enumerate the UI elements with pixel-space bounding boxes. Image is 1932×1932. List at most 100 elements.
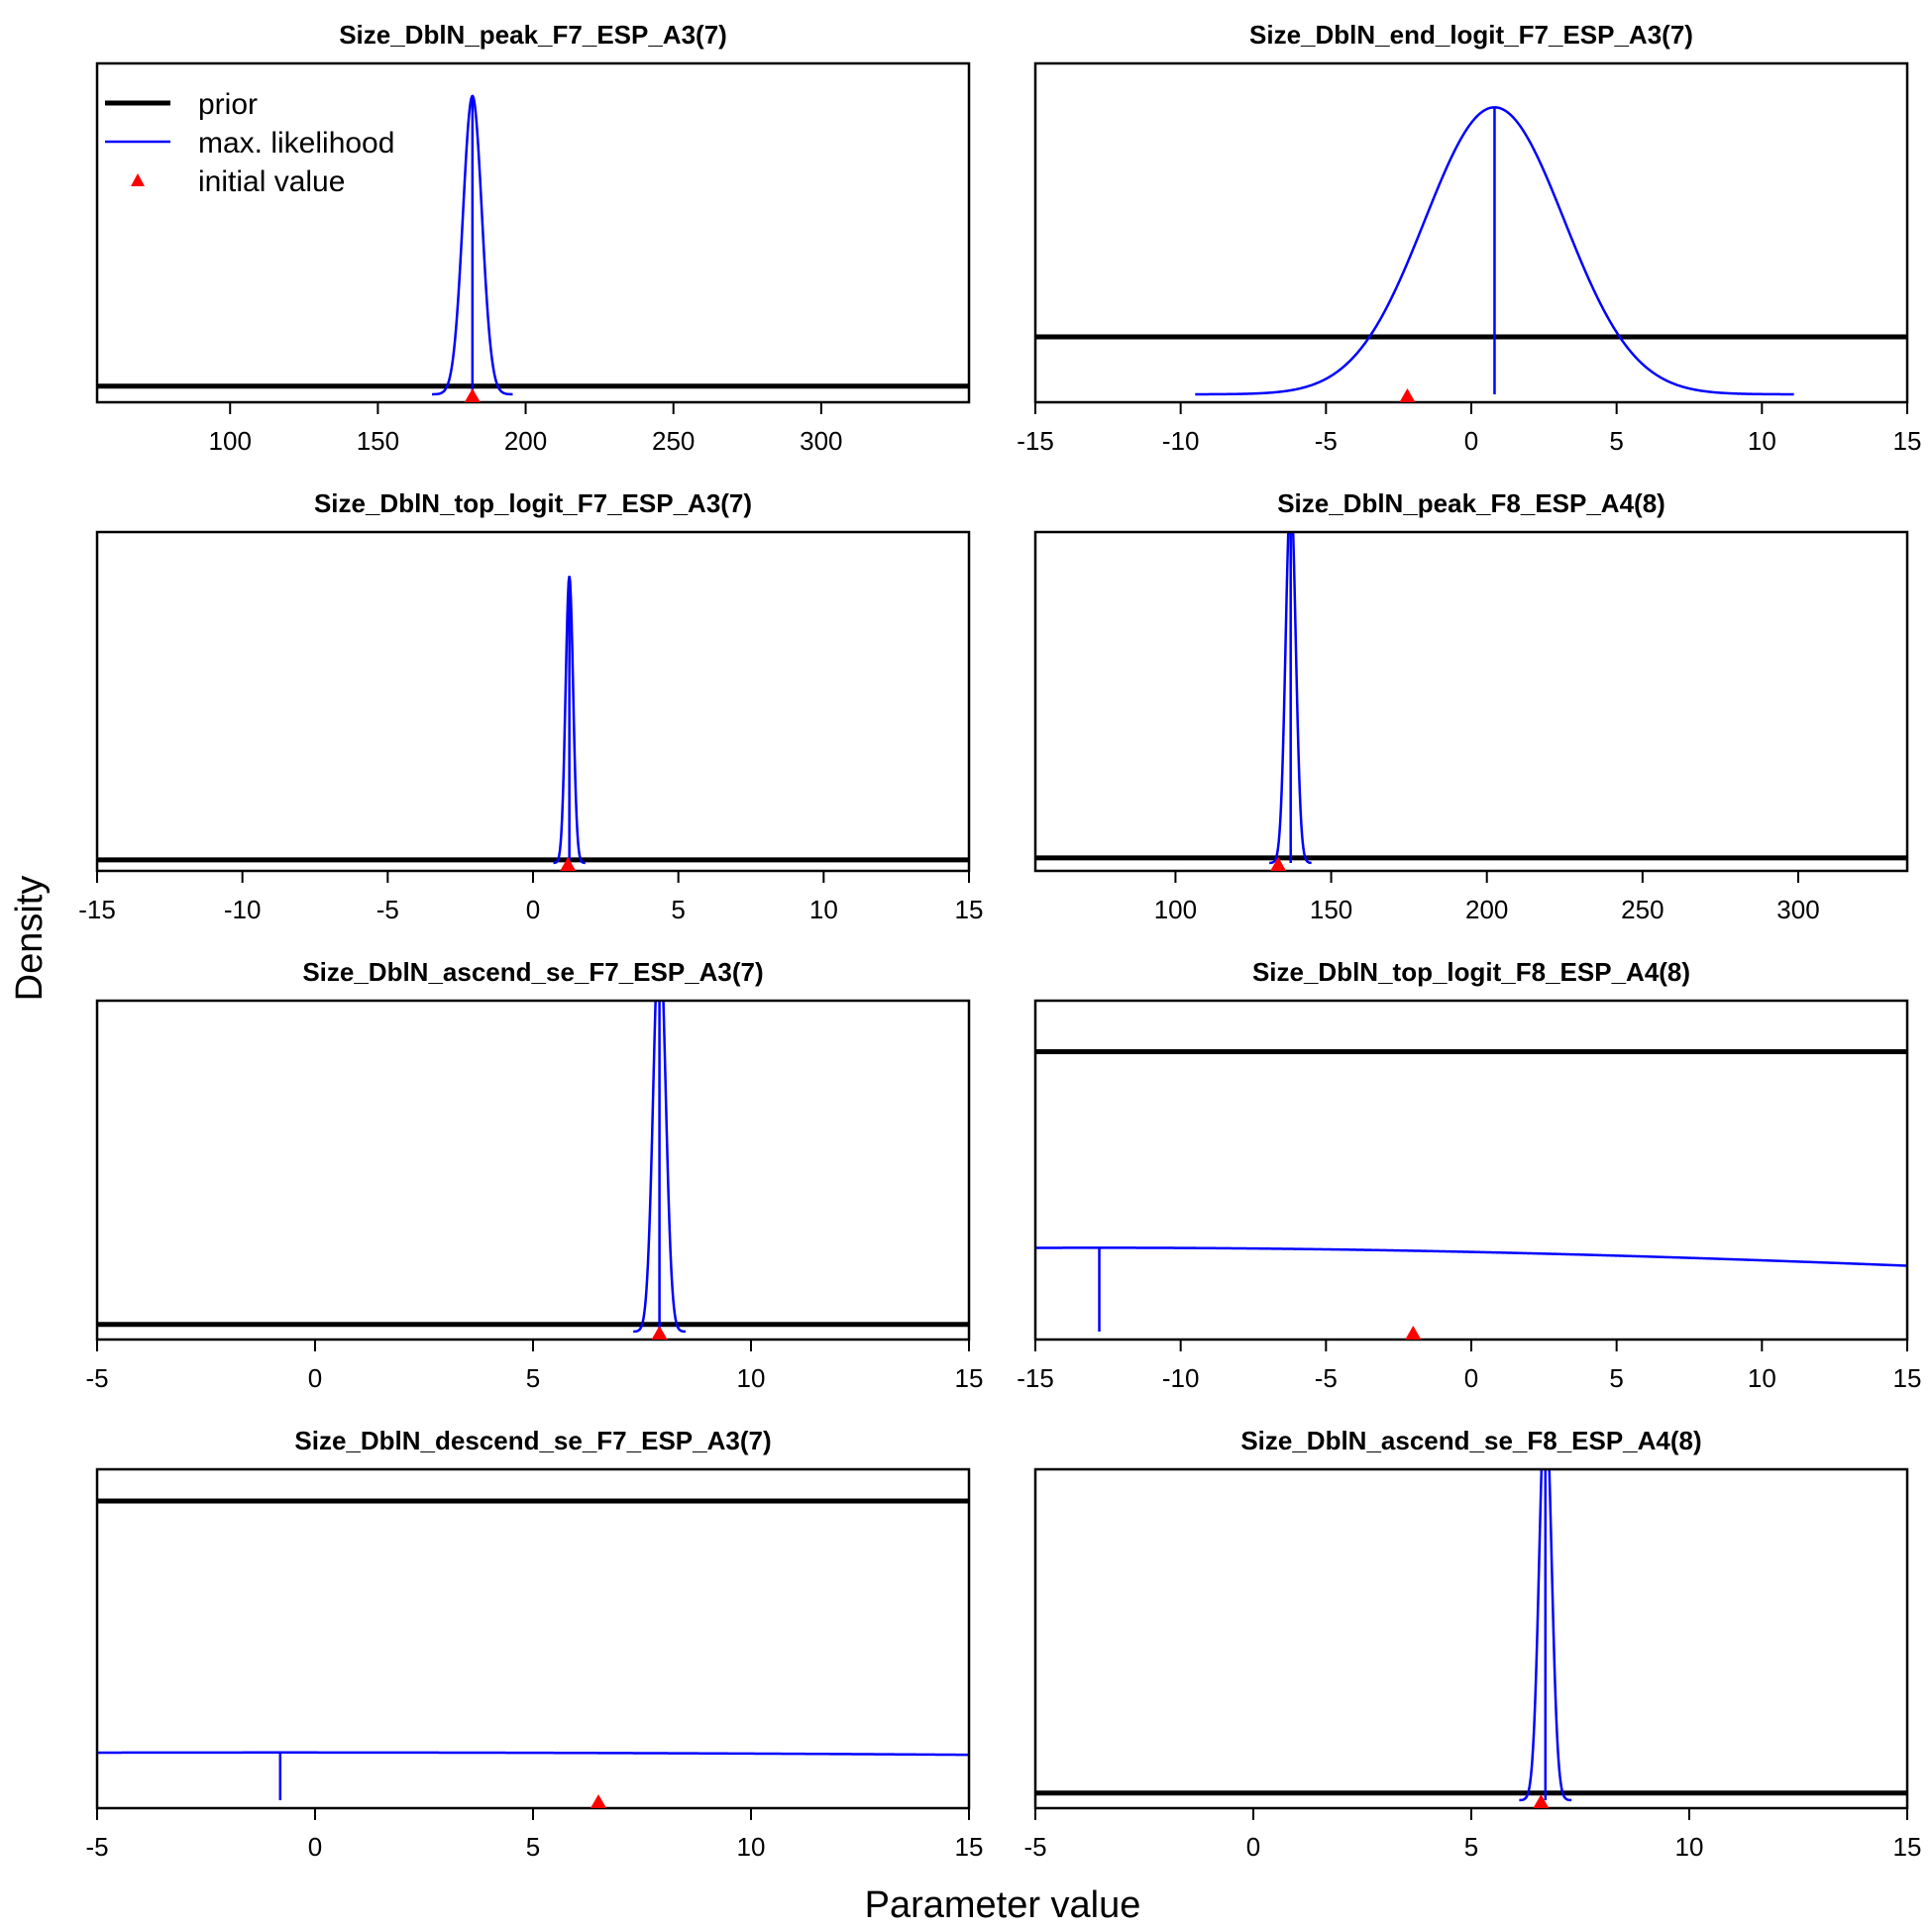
plot-frame xyxy=(95,1467,971,1810)
x-tick-label: 0 xyxy=(1246,1832,1260,1862)
x-tick-label: -15 xyxy=(78,895,116,924)
x-tick-label: -15 xyxy=(1017,426,1054,456)
panel-2: Size_DblN_end_logit_F7_ESP_A3(7) -15 -10 -5… xyxy=(1017,20,1921,456)
mle-curve xyxy=(1519,1469,1572,1802)
x-tick-label: 15 xyxy=(1893,426,1922,456)
x-tick-label: 10 xyxy=(1675,1832,1704,1862)
plot-frame xyxy=(95,61,971,404)
initial-value-marker xyxy=(1399,388,1416,402)
x-tick-label: -5 xyxy=(85,1363,108,1393)
panel-3: Size_DblN_top_logit_F7_ESP_A3(7) -15 -10 -5… xyxy=(78,488,983,924)
x-tick-label: 15 xyxy=(1893,1363,1922,1393)
panel-6: Size_DblN_top_logit_F8_ESP_A4(8) -15 -10 -5… xyxy=(1017,957,1921,1393)
initial-value-marker xyxy=(1405,1326,1422,1340)
x-tick-label: 5 xyxy=(526,1363,540,1393)
x-tick-label: 10 xyxy=(1748,426,1776,456)
plot-frame xyxy=(95,999,971,1342)
plot-area xyxy=(97,1001,969,1334)
x-tick-label: 200 xyxy=(504,426,547,456)
x-tick-label: 250 xyxy=(652,426,695,456)
x-tick-label: 10 xyxy=(737,1363,766,1393)
initial-value-marker xyxy=(560,857,577,871)
x-tick-label: -10 xyxy=(224,895,262,924)
plot-frame xyxy=(1033,1467,1909,1810)
x-tick-label: 5 xyxy=(1609,426,1623,456)
mle-curve xyxy=(1269,532,1312,865)
x-tick-label: 0 xyxy=(308,1832,322,1862)
panel-title: Size_DblN_top_logit_F7_ESP_A3(7) xyxy=(314,488,752,518)
x-tick-label: 15 xyxy=(955,895,984,924)
plot-area xyxy=(1035,1469,1907,1802)
x-tick-label: 0 xyxy=(526,895,540,924)
plot-area xyxy=(1035,1049,1907,1332)
x-tick-label: 100 xyxy=(209,426,252,456)
x-tick-label: -5 xyxy=(1023,1832,1046,1862)
x-tick-label: 150 xyxy=(357,426,399,456)
x-tick-label: -10 xyxy=(1162,426,1200,456)
x-tick-label: 15 xyxy=(955,1363,984,1393)
plot-area xyxy=(97,576,969,865)
initial-value-marker xyxy=(590,1794,606,1808)
panel-title: Size_DblN_ascend_se_F8_ESP_A4(8) xyxy=(1240,1426,1701,1455)
panel-4: Size_DblN_peak_F8_ESP_A4(8) 100 150 200 250 3… xyxy=(1033,488,1909,924)
x-tick-label: -10 xyxy=(1162,1363,1200,1393)
x-tick-label: 200 xyxy=(1465,895,1508,924)
plot-frame xyxy=(95,530,971,873)
plot-frame xyxy=(1033,530,1909,873)
legend: prior max. likelihood initial value xyxy=(105,88,394,198)
x-tick-label: 5 xyxy=(671,895,685,924)
initial-value-marker xyxy=(1270,857,1287,871)
x-tick-label: 5 xyxy=(1464,1832,1478,1862)
legend-label: initial value xyxy=(198,165,345,198)
panel-title: Size_DblN_peak_F8_ESP_A4(8) xyxy=(1277,488,1665,518)
panel-5: Size_DblN_ascend_se_F7_ESP_A3(7) -5 0 5 10 15 xyxy=(85,957,984,1393)
panels: Size_DblN_peak_F7_ESP_A3(7)100 150 200 250 3… xyxy=(78,20,1921,1862)
plot-area xyxy=(1035,532,1907,865)
x-tick-label: 250 xyxy=(1621,895,1664,924)
mle-curve xyxy=(633,1001,687,1334)
initial-value-marker xyxy=(651,1326,668,1340)
x-tick-label: -15 xyxy=(1017,1363,1054,1393)
mle-curve xyxy=(553,576,586,865)
x-tick-label: -5 xyxy=(1315,1363,1338,1393)
x-tick-label: 10 xyxy=(1748,1363,1776,1393)
x-tick-label: 5 xyxy=(526,1832,540,1862)
x-tick-label: 10 xyxy=(737,1832,766,1862)
panel-title: Size_DblN_ascend_se_F7_ESP_A3(7) xyxy=(302,957,763,987)
x-tick-label: 0 xyxy=(1464,426,1478,456)
x-tick-label: 10 xyxy=(809,895,838,924)
x-tick-label: 300 xyxy=(800,426,842,456)
panel-title: Size_DblN_end_logit_F7_ESP_A3(7) xyxy=(1249,20,1693,50)
panel-title: Size_DblN_descend_se_F7_ESP_A3(7) xyxy=(294,1426,771,1455)
x-tick-label: 5 xyxy=(1609,1363,1623,1393)
y-axis-label: Density xyxy=(9,876,51,1002)
panel-title: Size_DblN_peak_F7_ESP_A3(7) xyxy=(339,20,727,50)
x-tick-label: -5 xyxy=(85,1832,108,1862)
legend-label: max. likelihood xyxy=(198,127,394,160)
plot-area xyxy=(97,94,969,396)
x-tick-label: 0 xyxy=(1464,1363,1478,1393)
x-axis-label: Parameter value xyxy=(865,1884,1141,1926)
x-tick-label: 300 xyxy=(1776,895,1819,924)
panel-title: Size_DblN_top_logit_F8_ESP_A4(8) xyxy=(1252,957,1690,987)
mle-curve xyxy=(97,1751,969,1757)
x-tick-label: 15 xyxy=(1893,1832,1922,1862)
panel-1: Size_DblN_peak_F7_ESP_A3(7) 100 150 200 250 3… xyxy=(95,20,971,456)
x-tick-label: 100 xyxy=(1154,895,1197,924)
plot-area xyxy=(97,1498,969,1800)
x-tick-label: 150 xyxy=(1310,895,1352,924)
x-tick-label: -5 xyxy=(1315,426,1338,456)
plot-frame xyxy=(1033,61,1909,404)
x-tick-label: 0 xyxy=(308,1363,322,1393)
initial-value-marker xyxy=(464,388,481,402)
legend-label: prior xyxy=(198,88,258,121)
panel-7: Size_DblN_descend_se_F7_ESP_A3(7) -5 0 5 10 1… xyxy=(85,1426,983,1862)
x-tick-label: 15 xyxy=(955,1832,984,1862)
legend-init-swatch xyxy=(131,173,145,186)
x-tick-label: -5 xyxy=(376,895,399,924)
mle-curve xyxy=(1035,1246,1907,1267)
plot-area xyxy=(1035,106,1907,396)
initial-value-marker xyxy=(1533,1794,1550,1808)
panel-8: Size_DblN_ascend_se_F8_ESP_A4(8) -5 0 5 10 15 xyxy=(1023,1426,1922,1862)
